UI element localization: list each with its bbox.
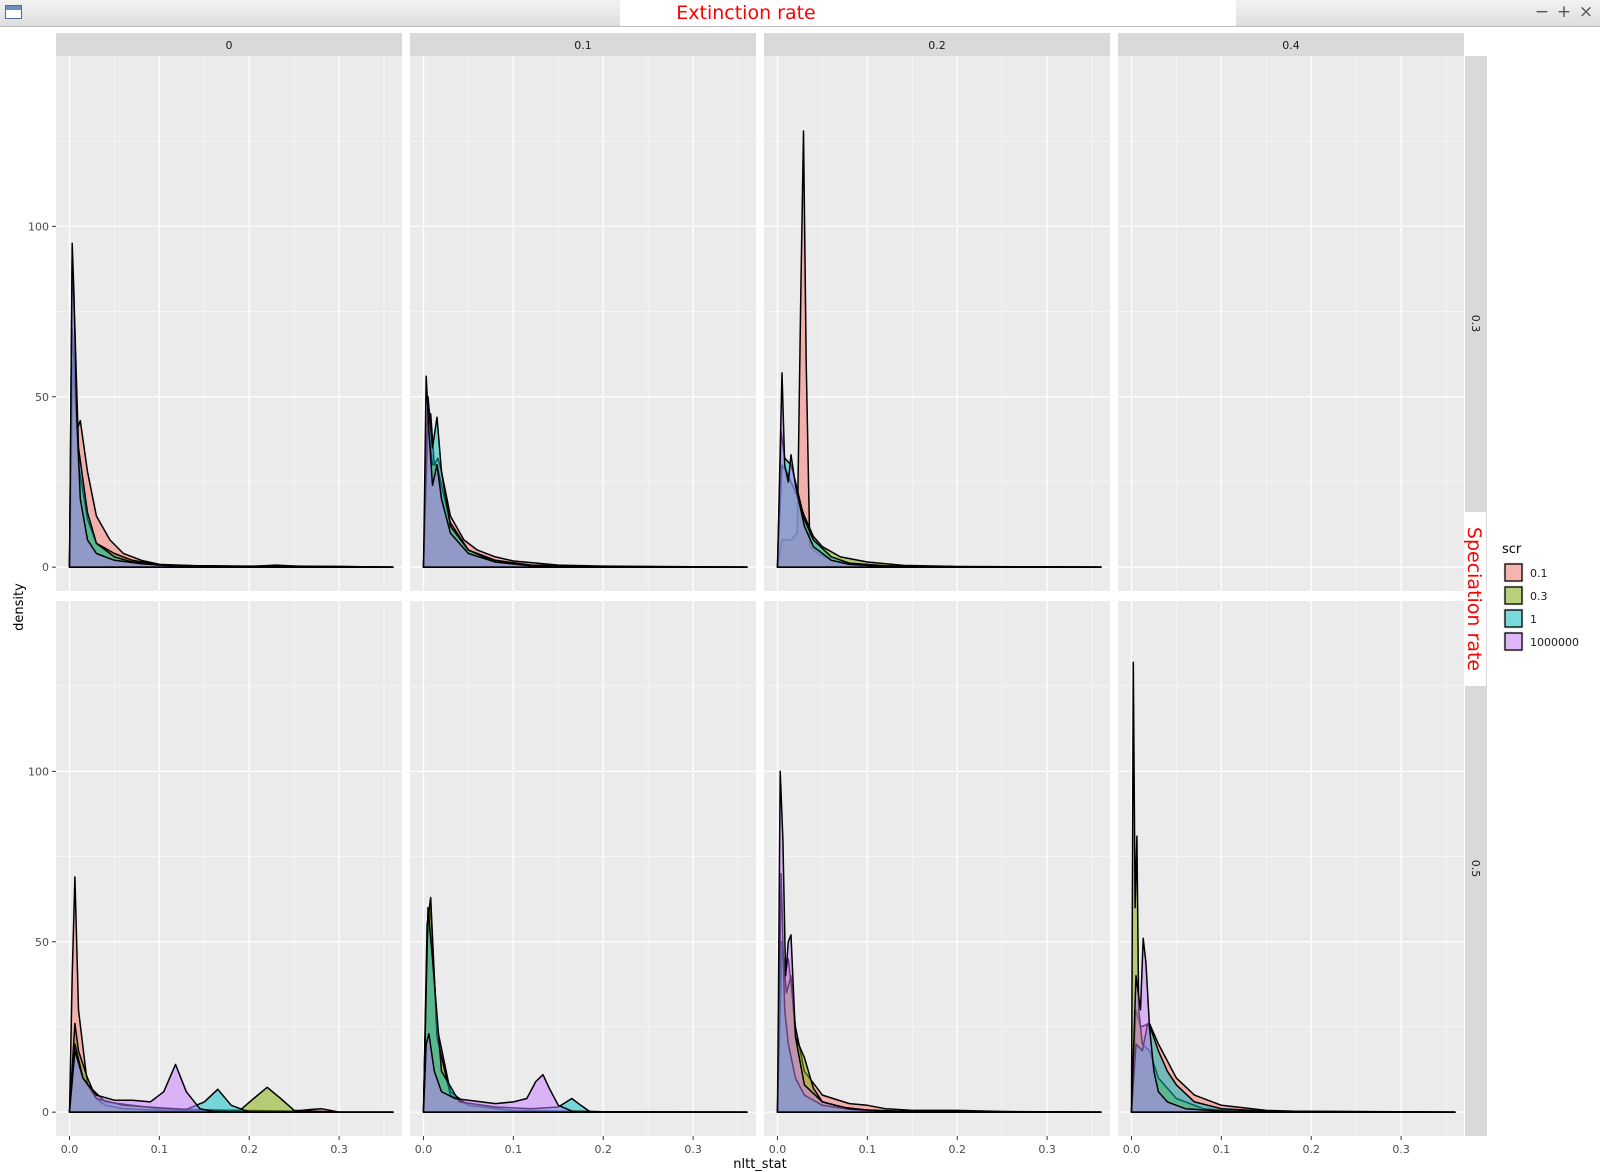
panel-row-0.5-col-0.1: [410, 601, 756, 1136]
speciation-rate-annotation: Speciation rate: [1463, 512, 1486, 686]
panel-background: [56, 601, 402, 1136]
column-strip-label: 0: [226, 39, 233, 52]
y-tick-label: 100: [28, 765, 49, 778]
panel-background: [1118, 601, 1464, 1136]
density-area-scr-1000000: [68, 242, 394, 568]
panel-row-0.5-col-0.4: [1118, 601, 1464, 1136]
row-strip-label: 0.5: [1469, 860, 1482, 878]
title-bar[interactable]: Extinction rate − + ×: [0, 0, 1600, 27]
x-tick-label: 0.3: [684, 1143, 702, 1156]
title-plate: [620, 0, 1236, 26]
density-area-scr-1000000: [422, 375, 748, 568]
density-area-scr-1000000: [776, 372, 1102, 568]
window-title: Extinction rate: [676, 2, 816, 24]
x-tick-label: 0.2: [948, 1143, 966, 1156]
x-tick-label: 0.0: [61, 1143, 79, 1156]
x-tick-label: 0.0: [415, 1143, 433, 1156]
density-area-scr-1000000: [422, 1033, 748, 1113]
x-tick-label: 0.3: [1392, 1143, 1410, 1156]
legend-item-1000000: 1000000: [1503, 631, 1579, 652]
legend-key-swatch: [1504, 586, 1523, 605]
x-tick-label: 0.2: [240, 1143, 258, 1156]
y-tick-label: 50: [35, 936, 49, 949]
panel-background: [56, 56, 402, 591]
panel-row-0.3-col-0.2: [764, 56, 1110, 591]
column-strip-0.1: [410, 33, 756, 56]
panel-row-0.3-col-0.4: [1118, 56, 1464, 591]
panel-row-0.3-col-0: [56, 56, 402, 591]
x-tick-label: 0.0: [1123, 1143, 1141, 1156]
x-tick-label: 0.1: [505, 1143, 523, 1156]
column-strip-0.4: [1118, 33, 1464, 56]
legend-item-0.3: 0.3: [1503, 585, 1548, 606]
column-strip-label: 0.1: [574, 39, 592, 52]
x-tick-label: 0.2: [594, 1143, 612, 1156]
y-axis-title: density: [12, 583, 27, 631]
panel-background: [410, 601, 756, 1136]
row-strip-annotation: Speciation rate: [1463, 527, 1485, 671]
panels: [56, 56, 1464, 1136]
row-strip-0.5: [1465, 601, 1487, 1136]
panel-background: [1118, 56, 1464, 591]
legend-label: 1: [1530, 613, 1537, 626]
panel-background: [410, 56, 756, 591]
column-strip-0: [56, 33, 402, 56]
legend-item-0.1: 0.1: [1503, 562, 1548, 583]
column-strip-label: 0.2: [928, 39, 946, 52]
window-icon: [5, 5, 22, 19]
x-axis-title: nltt_stat: [733, 1157, 786, 1172]
y-tick-label: 0: [42, 561, 49, 574]
legend-item-1: 1: [1503, 608, 1537, 629]
x-tick-label: 0.3: [1038, 1143, 1056, 1156]
column-strip-0.2: [764, 33, 1110, 56]
panel-background: [764, 56, 1110, 591]
minimize-button[interactable]: −: [1534, 2, 1550, 22]
row-strip-label: 0.3: [1469, 315, 1482, 333]
y-tick-label: 0: [42, 1106, 49, 1119]
density-area-scr-1000000: [68, 1050, 394, 1113]
legend-key-swatch: [1504, 609, 1523, 628]
faceted-density-chart: 0 0.1 0.2 0.4 0.3 0.5 0 50 100 0 50 100 0.0 0.1 0.2 0.…: [12, 33, 1579, 1172]
x-tick-label: 0.2: [1302, 1143, 1320, 1156]
facet-strips: 0 0.1 0.2 0.4 0.3 0.5: [56, 33, 1487, 1136]
panel-row-0.3-col-0.1: [410, 56, 756, 591]
legend-label: 0.3: [1530, 590, 1548, 603]
x-tick-label: 0.3: [330, 1143, 348, 1156]
x-tick-label: 0.1: [151, 1143, 169, 1156]
y-tick-label: 100: [28, 220, 49, 233]
legend-title: scr: [1502, 542, 1522, 557]
panel-row-0.5-col-0: [56, 601, 402, 1136]
panel-row-0.5-col-0.2: [764, 601, 1110, 1136]
axes: 0 50 100 0 50 100 0.0 0.1 0.2 0.3 0.0 0.1 0.2 0.3 0.0 0…: [28, 220, 1410, 1156]
close-button[interactable]: ×: [1578, 2, 1594, 22]
density-area-scr-1000000: [776, 770, 1102, 1113]
density-area-scr-1000000: [1130, 937, 1456, 1113]
panel-background: [764, 601, 1110, 1136]
maximize-button[interactable]: +: [1556, 2, 1572, 22]
y-tick-label: 50: [35, 391, 49, 404]
x-tick-label: 0.1: [1213, 1143, 1231, 1156]
legend: scr 0.1 0.3 1 1000000: [1502, 542, 1579, 652]
legend-key-swatch: [1504, 563, 1523, 582]
annotation-plate: [1464, 512, 1486, 686]
row-strip-0.3: [1465, 56, 1487, 591]
legend-key-swatch: [1504, 632, 1523, 651]
legend-label: 0.1: [1530, 567, 1548, 580]
column-strip-label: 0.4: [1282, 39, 1300, 52]
x-tick-label: 0.0: [769, 1143, 787, 1156]
legend-label: 1000000: [1530, 636, 1579, 649]
x-tick-label: 0.1: [859, 1143, 877, 1156]
